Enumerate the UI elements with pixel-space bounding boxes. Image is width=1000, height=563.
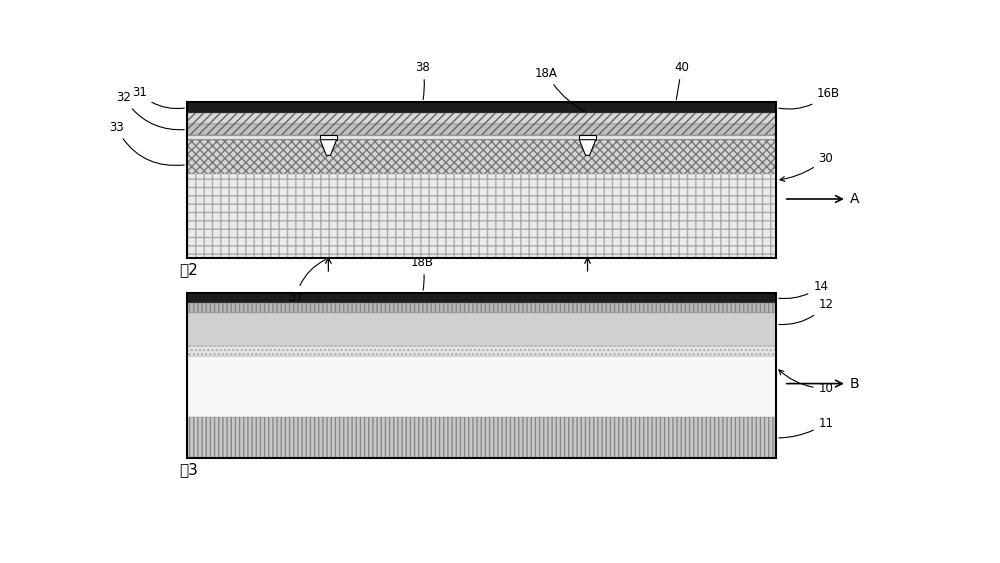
Bar: [187, 303, 776, 313]
Bar: [187, 313, 776, 346]
Text: B: B: [787, 377, 859, 391]
Text: 16B: 16B: [779, 87, 839, 109]
Bar: [187, 417, 776, 458]
Bar: [187, 356, 776, 417]
Bar: [187, 102, 776, 258]
Bar: [579, 135, 596, 140]
Text: 18B: 18B: [411, 256, 434, 291]
Text: 31: 31: [132, 86, 184, 109]
Text: 40: 40: [674, 61, 689, 100]
Polygon shape: [320, 140, 337, 155]
Bar: [187, 124, 776, 135]
Text: 12: 12: [779, 298, 834, 324]
Text: 10: 10: [779, 370, 834, 395]
Bar: [187, 140, 776, 174]
Bar: [187, 135, 776, 140]
Bar: [187, 102, 776, 113]
Text: 37: 37: [289, 260, 326, 304]
Text: 11: 11: [779, 417, 834, 438]
Text: 38: 38: [415, 61, 430, 100]
Text: 32: 32: [116, 91, 184, 130]
Text: A: A: [787, 192, 859, 206]
Text: 33: 33: [109, 120, 184, 166]
Text: 30: 30: [780, 152, 833, 181]
Text: 14: 14: [779, 280, 828, 298]
Bar: [187, 346, 776, 356]
Text: 图2: 图2: [179, 262, 198, 278]
Text: 图3: 图3: [179, 462, 198, 477]
Bar: [187, 113, 776, 124]
Bar: [187, 174, 776, 258]
Text: 18A: 18A: [535, 66, 585, 112]
Polygon shape: [579, 140, 596, 155]
Bar: [187, 293, 776, 458]
Bar: [320, 135, 337, 140]
Bar: [187, 293, 776, 303]
